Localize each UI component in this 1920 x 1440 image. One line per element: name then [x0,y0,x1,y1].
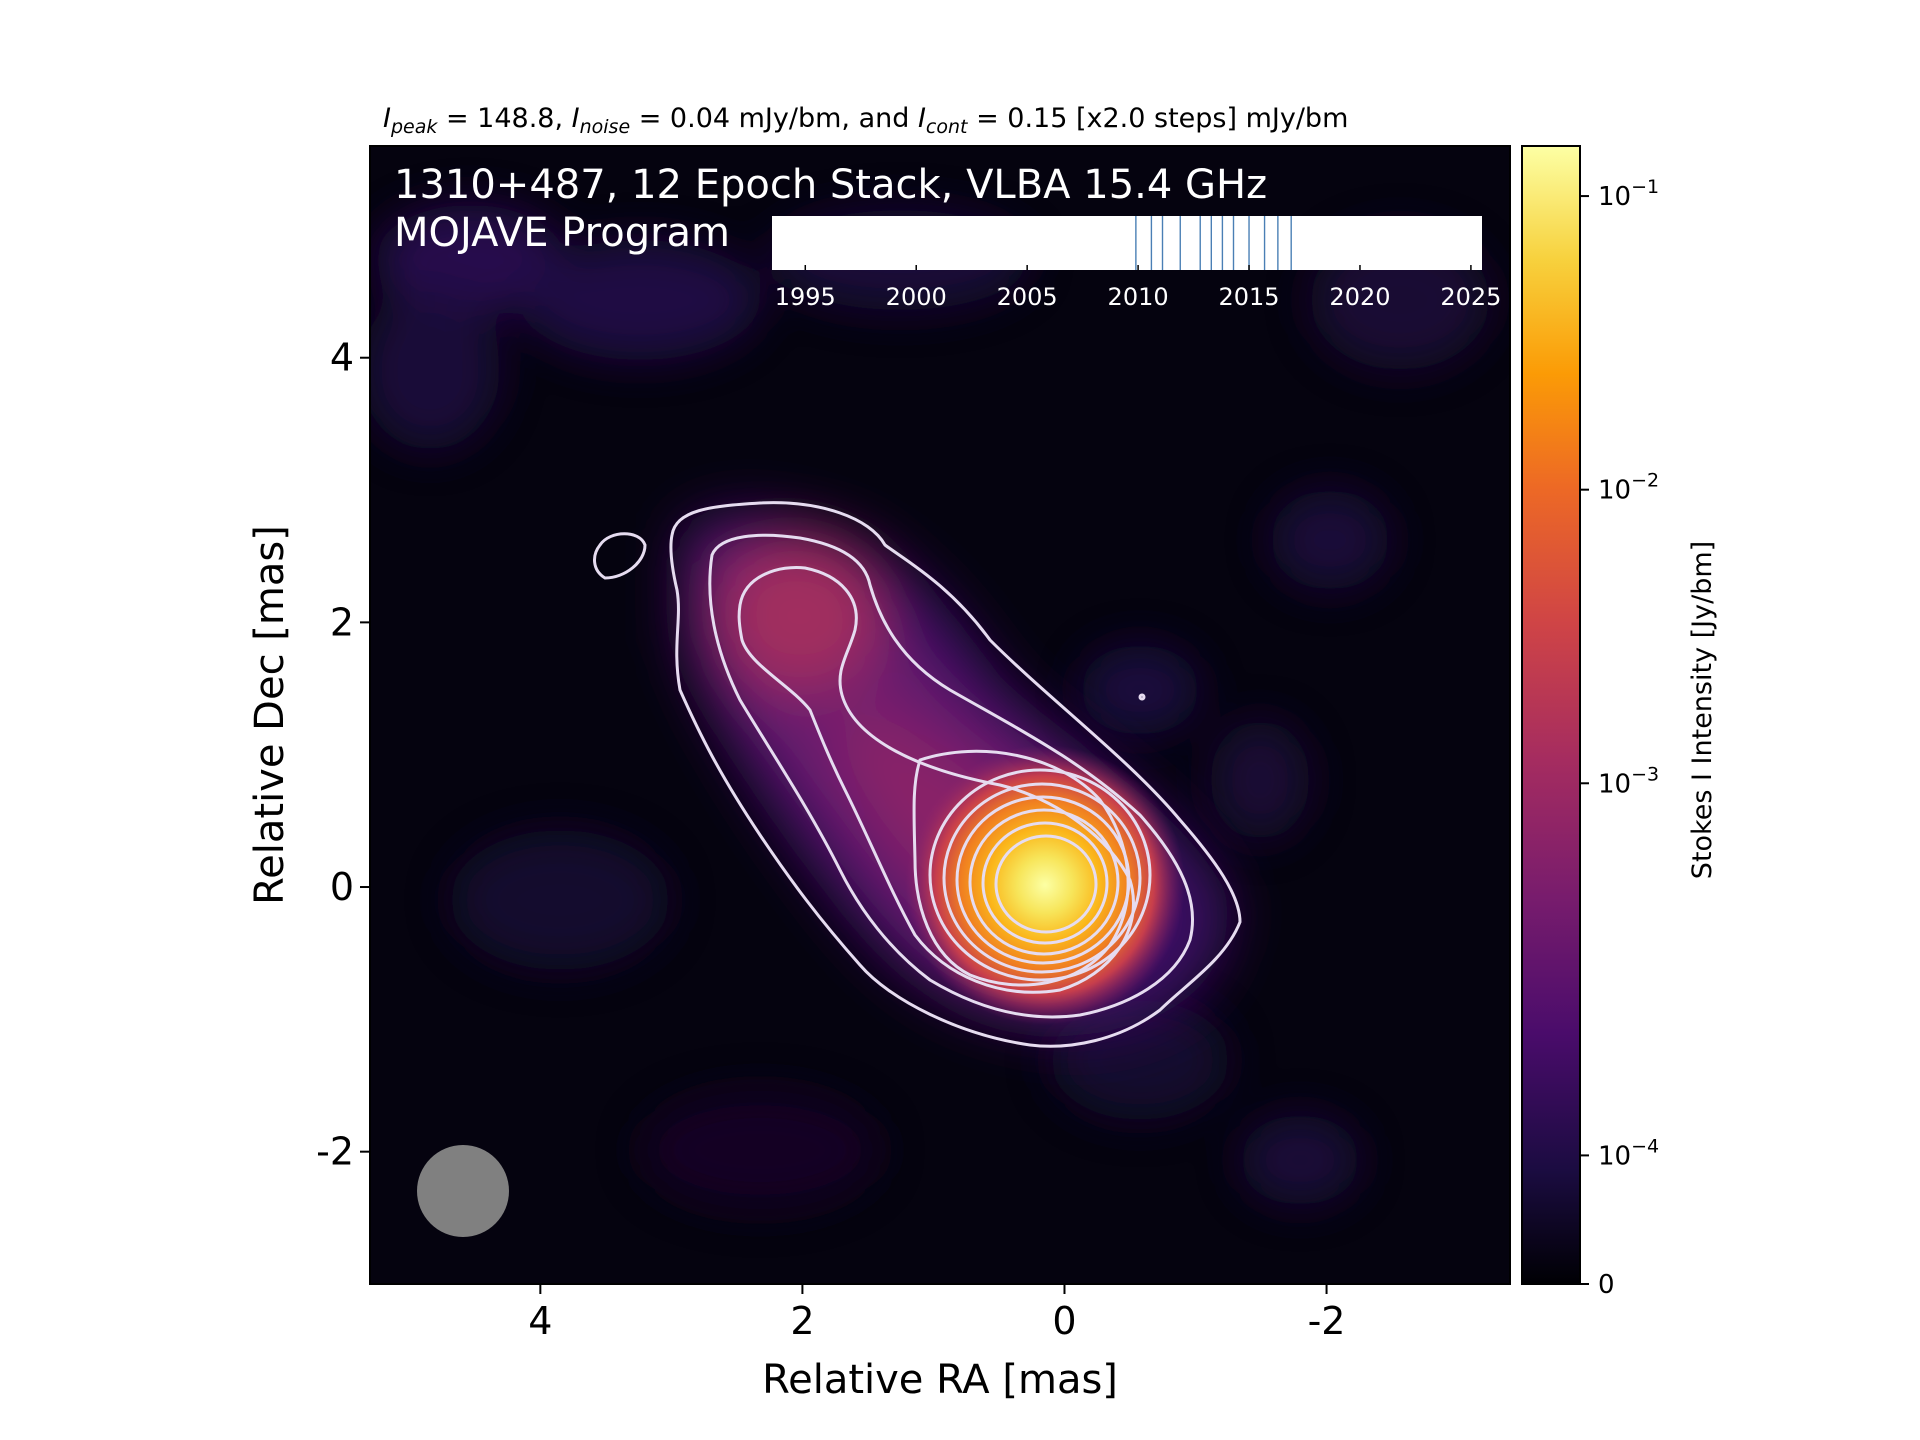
contour-level-7 [955,795,1131,965]
y-tick-label: 2 [330,600,354,644]
contour-level-6 [942,782,1142,974]
y-axis-label: Relative Dec [mas] [247,525,293,905]
x-tick-label: 2 [790,1299,814,1343]
contour-level-1 [669,501,1242,1048]
colorbar-label: Stokes I Intensity [Jy/bm] [1687,541,1718,879]
x-tick-label: 4 [528,1299,552,1343]
colorbar-tick-label: 10−2 [1598,470,1659,506]
plot-title-line-1: 1310+487, 12 Epoch Stack, VLBA 15.4 GHz [394,162,1267,208]
y-tick-label: 4 [330,336,354,380]
x-tick-label: 0 [1052,1299,1076,1343]
epoch-timeline: 1995 2000 2005 2010 2015 2020 2025 [772,216,1501,311]
plot-title-line-2: MOJAVE Program [394,210,730,256]
y-axis-ticks: 4 2 0 -2 [316,336,370,1174]
timeline-tick-label: 2025 [1440,283,1501,311]
plot-frame [369,145,1511,1285]
contour-lines [593,501,1242,1048]
timeline-tick-label: 2020 [1329,283,1390,311]
y-tick-label: 0 [330,865,354,909]
contour-level-8 [968,808,1120,956]
timeline-box [772,216,1482,270]
colorbar-tick-label: 10−4 [1598,1135,1659,1171]
x-axis-label: Relative RA [mas] [762,1357,1118,1403]
contour-level-2 [708,533,1195,1019]
colorbar-gradient [1521,145,1581,1285]
contour-level-5 [928,768,1152,982]
contour-level-3 [737,565,1135,994]
contour-level-10 [994,834,1098,934]
header-stats: Ipeak = 148.8, Inoise = 0.04 mJy/bm, and… [383,103,1348,138]
colorbar-tick-label: 10−3 [1598,763,1659,799]
beam-ellipse [417,1145,509,1237]
timeline-tick-label: 2010 [1108,283,1169,311]
colorbar-tick-label: 0 [1598,1270,1615,1300]
colorbar-tick-label: 10−1 [1598,176,1659,212]
intensity-map [370,146,1510,1284]
contour-isolated [593,532,647,580]
timeline-tick-label: 2005 [997,283,1058,311]
x-tick-label: -2 [1308,1299,1346,1343]
y-tick-label: -2 [316,1130,354,1174]
timeline-tick-label: 2015 [1218,283,1279,311]
timeline-ticks: 1995 2000 2005 2010 2015 2020 2025 [775,265,1501,311]
colorbar: 10−1 10−2 10−3 10−4 0 Stokes I Intensity [Jy… [1521,145,1718,1300]
contour-level-9 [981,821,1109,945]
x-axis-ticks: 4 2 0 -2 [528,1284,1345,1343]
timeline-tick-label: 1995 [775,283,836,311]
colorbar-ticks: 10−1 10−2 10−3 10−4 0 [1580,176,1659,1300]
contour-dot [1138,693,1146,701]
epoch-lines [1135,216,1292,270]
timeline-tick-label: 2000 [886,283,947,311]
